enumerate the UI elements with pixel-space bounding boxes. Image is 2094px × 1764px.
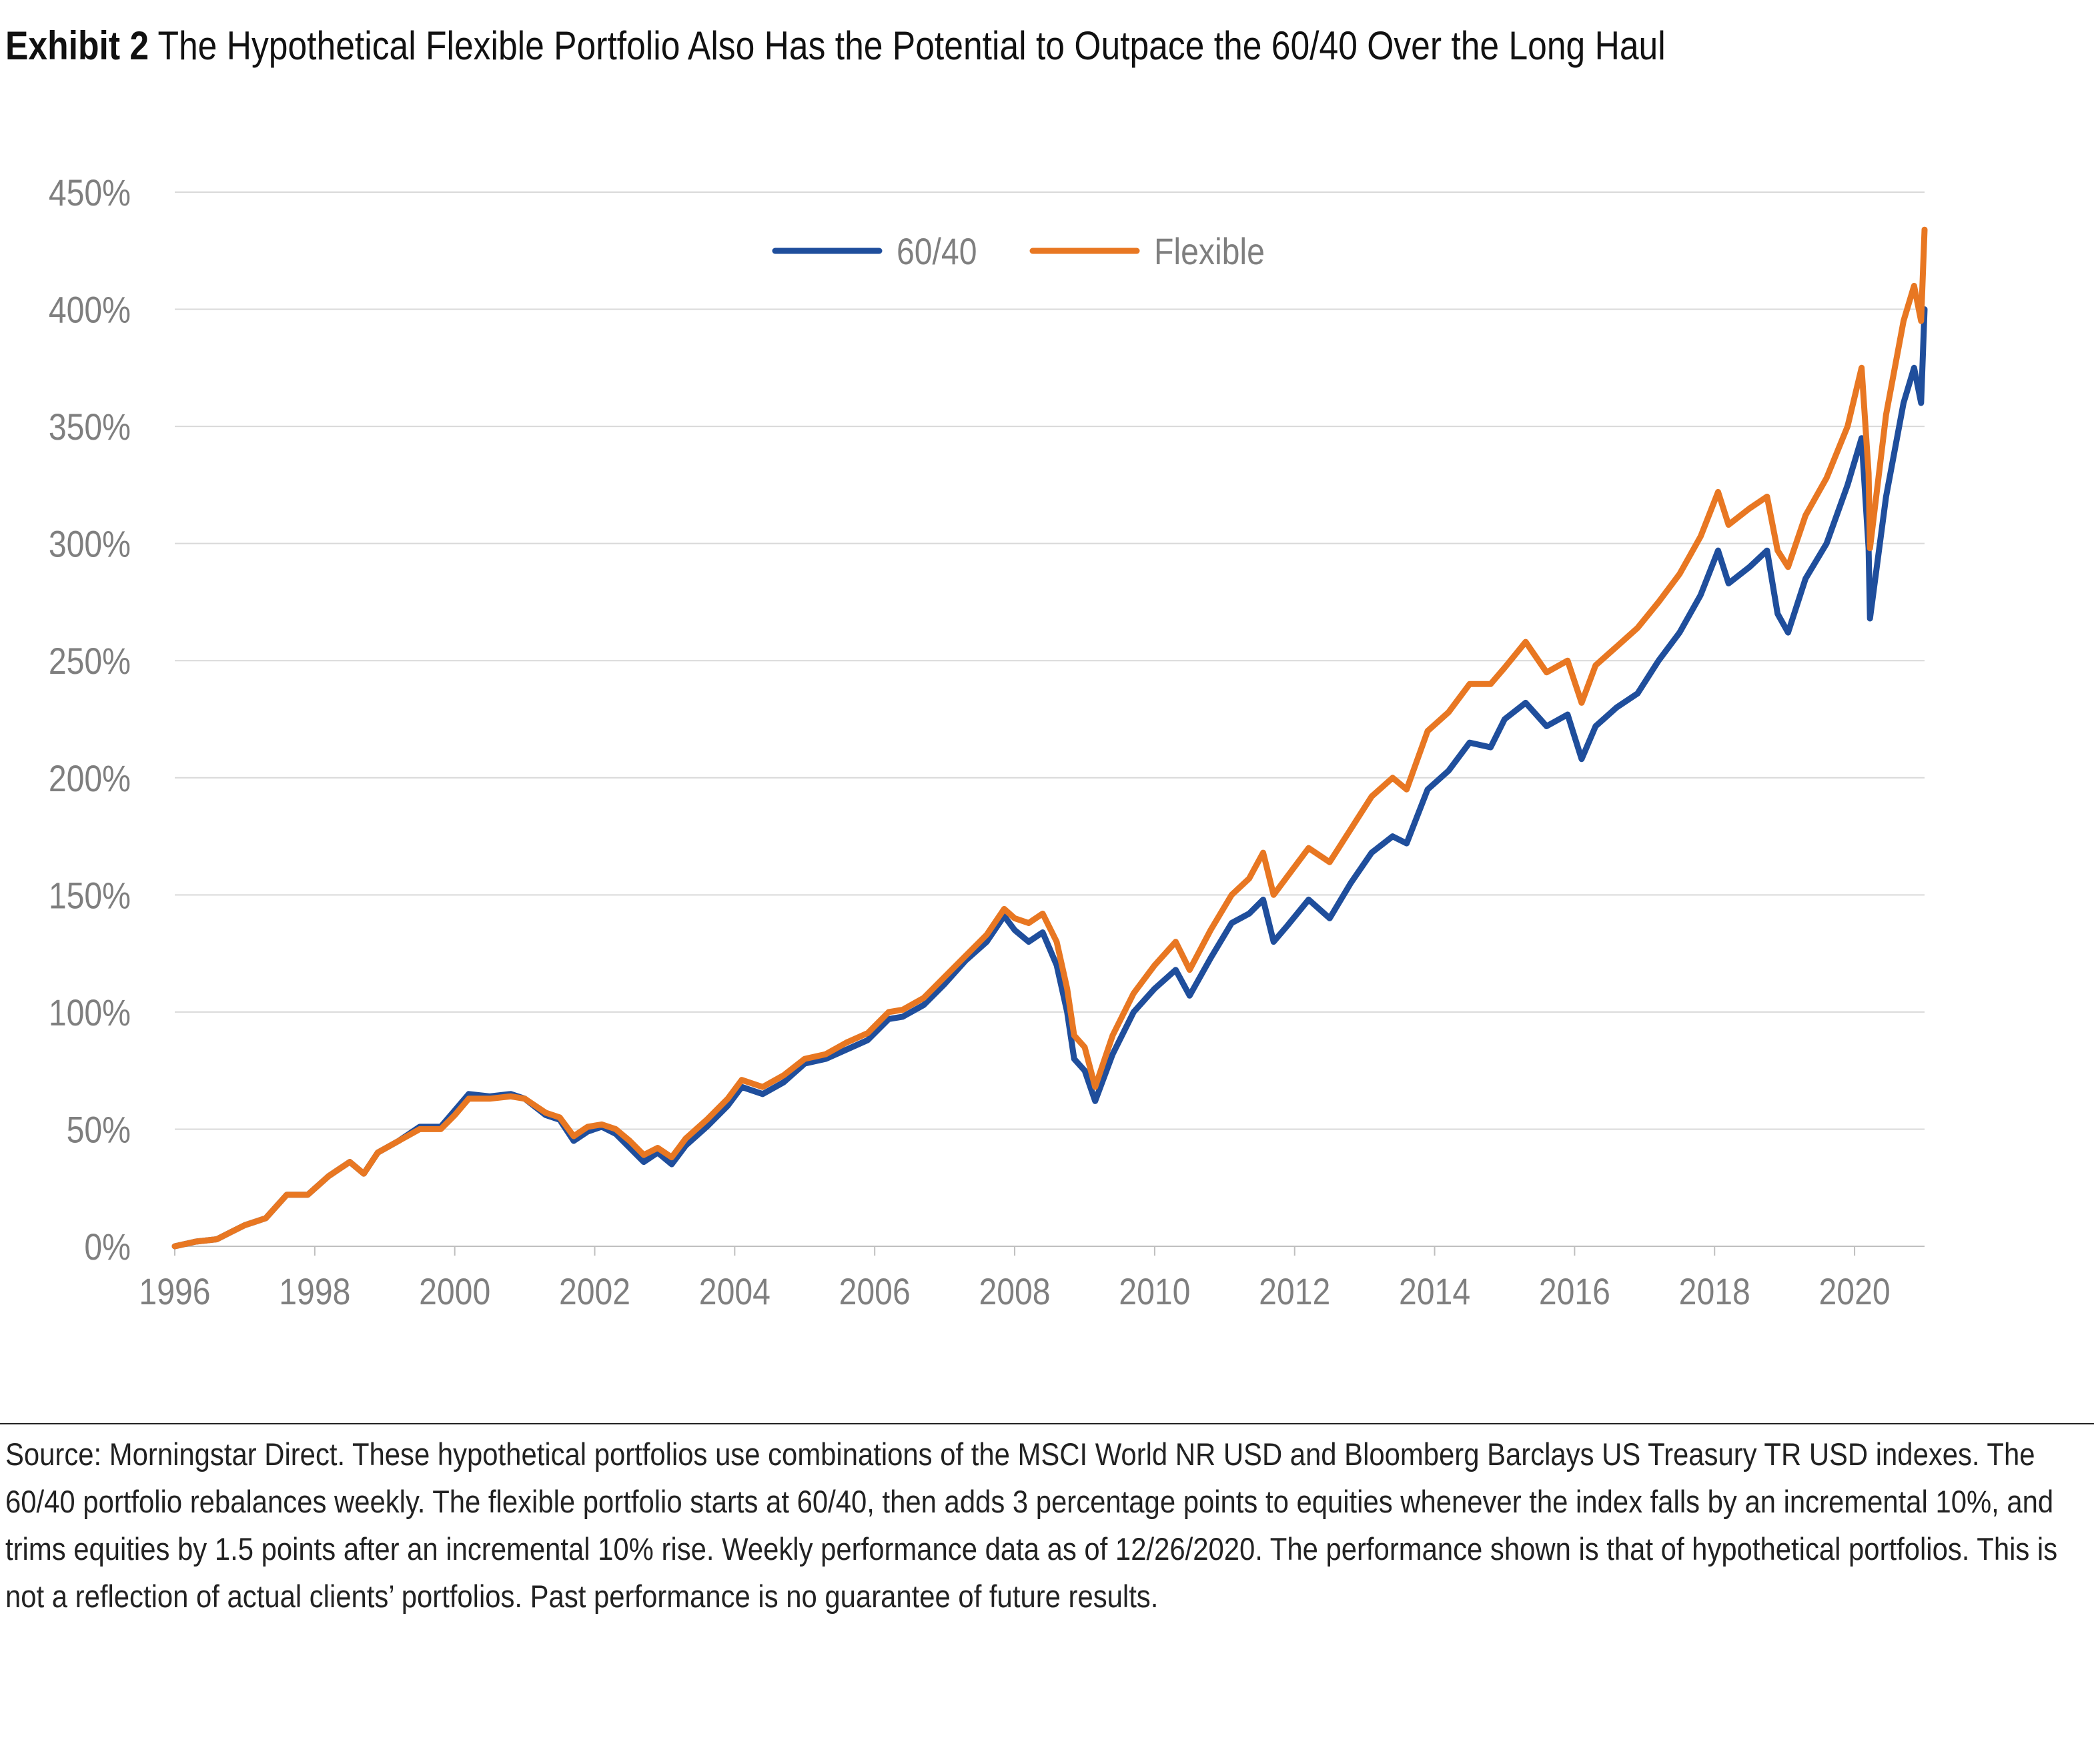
y-tick-label: 350% [49, 407, 131, 448]
x-axis: 1996 1998 2000 2002 2004 2006 2008 2010 2012 2014… [139, 1246, 1925, 1313]
line-chart: 0% 50% 100% 150% 200% 250% 300% 350% 400% 450% 19… [49, 173, 1928, 1313]
gridlines [175, 191, 1925, 1130]
chart-title: Exhibit 2 The Hypothetical Flexible Port… [5, 23, 1795, 69]
x-tick-label: 1996 [139, 1272, 210, 1313]
legend: 60/40 Flexible [772, 232, 1265, 273]
x-tick-label: 1998 [279, 1272, 350, 1313]
legend-label-flexible: Flexible [1154, 232, 1265, 273]
y-tick-label: 50% [67, 1110, 131, 1151]
x-tick-label: 2020 [1819, 1272, 1891, 1313]
y-tick-label: 300% [49, 524, 131, 565]
y-tick-label: 100% [49, 993, 131, 1034]
x-tick-label: 2016 [1539, 1272, 1610, 1313]
y-tick-label: 400% [49, 290, 131, 331]
series-lines [171, 226, 1928, 1250]
y-axis: 0% 50% 100% 150% 200% 250% 300% 350% 400% 450% [49, 173, 131, 1268]
source-note: Source: Morningstar Direct. These hypoth… [5, 1436, 2058, 1614]
y-tick-label: 150% [49, 875, 131, 917]
source-divider [0, 1423, 2094, 1424]
x-tick-label: 2008 [979, 1272, 1050, 1313]
y-tick-label: 450% [49, 173, 131, 214]
legend-label-60-40: 60/40 [897, 232, 977, 273]
y-tick-label: 0% [84, 1227, 131, 1268]
x-tick-label: 2002 [559, 1272, 630, 1313]
x-tick-label: 2018 [1679, 1272, 1750, 1313]
x-tick-label: 2006 [839, 1272, 911, 1313]
series-line-flexible [171, 226, 1928, 1250]
x-tick-label: 2012 [1259, 1272, 1330, 1313]
y-tick-label: 250% [49, 641, 131, 683]
x-tick-label: 2010 [1119, 1272, 1190, 1313]
exhibit-label: Exhibit 2 [5, 23, 149, 68]
chart-title-text: The Hypothetical Flexible Portfolio Also… [157, 23, 1666, 68]
y-tick-label: 200% [49, 758, 131, 799]
x-tick-label: 2004 [699, 1272, 770, 1313]
x-tick-label: 2014 [1399, 1272, 1470, 1313]
x-tick-label: 2000 [419, 1272, 490, 1313]
